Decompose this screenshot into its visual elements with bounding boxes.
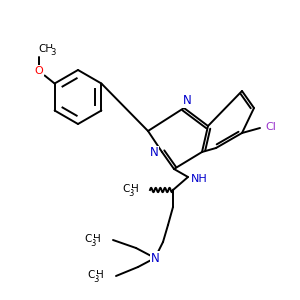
Text: Cl: Cl [266,122,276,132]
Text: H: H [131,184,139,194]
Text: O: O [34,65,43,76]
Text: 3: 3 [91,238,96,247]
Text: C: C [85,234,92,244]
Text: 3: 3 [50,48,55,57]
Text: N: N [183,94,191,107]
Text: N: N [150,146,158,160]
Text: CH: CH [38,44,53,55]
Text: 3: 3 [129,188,134,197]
Text: H: H [93,234,101,244]
Text: NH: NH [190,174,207,184]
Text: 3: 3 [94,274,99,284]
Text: N: N [151,251,159,265]
Text: C: C [88,270,95,280]
Text: H: H [96,270,104,280]
Text: C: C [123,184,130,194]
